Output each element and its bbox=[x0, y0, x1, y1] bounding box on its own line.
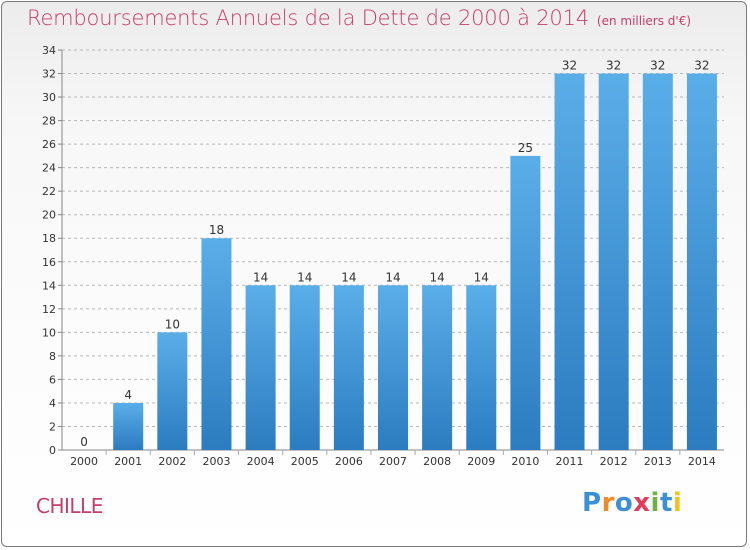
x-tick-label: 2012 bbox=[600, 455, 628, 468]
data-label: 18 bbox=[209, 223, 224, 237]
y-tick-label: 16 bbox=[42, 256, 56, 269]
bar bbox=[510, 155, 541, 450]
bar bbox=[598, 73, 629, 450]
y-tick-label: 32 bbox=[42, 68, 56, 81]
data-label: 4 bbox=[124, 388, 132, 402]
bar bbox=[201, 238, 232, 450]
bar bbox=[642, 73, 673, 450]
chart-title-block: Remboursements Annuels de la Dette de 20… bbox=[27, 6, 691, 30]
data-label: 14 bbox=[297, 270, 312, 284]
data-label: 14 bbox=[474, 270, 489, 284]
data-label: 14 bbox=[341, 270, 356, 284]
logo-letter: r bbox=[601, 488, 615, 518]
y-tick-label: 24 bbox=[42, 162, 56, 175]
y-tick-label: 34 bbox=[42, 44, 56, 57]
bar bbox=[333, 285, 364, 450]
y-tick-label: 10 bbox=[42, 326, 56, 339]
data-label: 32 bbox=[694, 59, 709, 73]
bar bbox=[289, 285, 320, 450]
logo-letter: P bbox=[582, 488, 602, 518]
x-tick-label: 2004 bbox=[247, 455, 275, 468]
bar bbox=[378, 285, 408, 450]
x-tick-label: 2011 bbox=[556, 455, 584, 468]
y-tick-label: 6 bbox=[49, 373, 56, 386]
data-label: 32 bbox=[562, 59, 577, 73]
bar bbox=[245, 285, 276, 450]
y-tick-label: 12 bbox=[42, 303, 56, 316]
bar bbox=[422, 285, 453, 450]
x-tick-label: 2005 bbox=[291, 455, 319, 468]
proxiti-logo: Proxiti bbox=[582, 488, 682, 518]
y-tick-label: 20 bbox=[42, 209, 56, 222]
logo-letter: i bbox=[650, 488, 660, 518]
bar bbox=[466, 285, 497, 450]
x-tick-label: 2014 bbox=[688, 455, 716, 468]
commune-name: CHILLE bbox=[36, 494, 103, 518]
x-tick-label: 2008 bbox=[423, 455, 451, 468]
data-label: 14 bbox=[429, 270, 444, 284]
data-label: 32 bbox=[606, 59, 621, 73]
x-tick-label: 2007 bbox=[379, 455, 407, 468]
x-tick-label: 2013 bbox=[644, 455, 672, 468]
logo-letter: i bbox=[672, 488, 683, 518]
x-tick-label: 2001 bbox=[114, 455, 142, 468]
y-tick-label: 8 bbox=[49, 350, 56, 363]
y-tick-label: 14 bbox=[42, 279, 56, 292]
bars bbox=[113, 73, 717, 450]
y-tick-label: 30 bbox=[42, 91, 56, 104]
bar bbox=[686, 73, 717, 450]
data-label: 32 bbox=[650, 59, 665, 73]
x-tick-label: 2002 bbox=[158, 455, 186, 468]
x-tick-label: 2000 bbox=[70, 455, 98, 468]
y-tick-label: 0 bbox=[49, 444, 56, 457]
logo-letter: x bbox=[633, 488, 651, 518]
x-tick-label: 2009 bbox=[467, 455, 495, 468]
data-label: 14 bbox=[385, 270, 400, 284]
data-label: 0 bbox=[80, 435, 88, 449]
data-label: 14 bbox=[253, 270, 268, 284]
x-tick-label: 2003 bbox=[202, 455, 230, 468]
y-tick-label: 28 bbox=[42, 115, 56, 128]
bar bbox=[157, 332, 188, 450]
x-tick-label: 2010 bbox=[511, 455, 539, 468]
chart-title: Remboursements Annuels de la Dette de 20… bbox=[27, 6, 589, 30]
logo-letter: o bbox=[614, 488, 634, 518]
bar bbox=[554, 73, 585, 450]
data-label: 10 bbox=[165, 317, 180, 331]
logo-letter: t bbox=[659, 488, 673, 518]
bar bbox=[113, 402, 144, 450]
data-labels: 0 4 10 18 14 14 14 14 14 14 25 32 32 32 32 bbox=[80, 59, 709, 449]
y-tick-label: 18 bbox=[42, 232, 56, 245]
data-label: 25 bbox=[518, 141, 533, 155]
y-tick-label: 2 bbox=[49, 420, 56, 433]
y-tick-label: 4 bbox=[49, 397, 56, 410]
y-tick-label: 26 bbox=[42, 138, 56, 151]
chart-unit: (en milliers d'€) bbox=[596, 14, 692, 28]
x-tick-label: 2006 bbox=[335, 455, 363, 468]
y-tick-label: 22 bbox=[42, 185, 56, 198]
